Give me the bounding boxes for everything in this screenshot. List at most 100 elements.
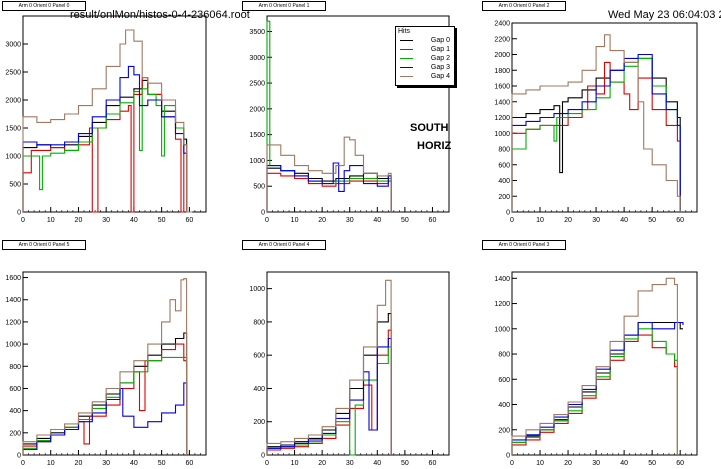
plot-frame — [22, 15, 207, 213]
series-line-gap-3 — [511, 53, 681, 212]
y-tick-label: 1200 — [494, 115, 510, 122]
series-line-gap-2 — [511, 57, 681, 212]
y-tick-label: 2200 — [494, 36, 510, 43]
y-tick-label: 0 — [261, 453, 265, 460]
x-tick-label: 10 — [536, 460, 544, 467]
plot-frame — [511, 271, 698, 456]
x-tick-label: 40 — [620, 217, 628, 224]
y-tick-label: 600 — [9, 386, 21, 393]
x-tick-label: 50 — [648, 217, 656, 224]
legend-swatch — [400, 76, 413, 77]
x-tick-label: 10 — [536, 217, 544, 224]
x-tick-label: 30 — [102, 460, 110, 467]
panel-title-5: Arm 0 Orient 0 Panel 3 — [482, 240, 566, 250]
legend-swatch — [400, 58, 413, 59]
y-tick-label: 400 — [253, 386, 265, 393]
y-tick-label: 400 — [9, 408, 21, 415]
y-tick-label: 800 — [9, 364, 21, 371]
y-tick-label: 800 — [253, 319, 265, 326]
legend-label: Gap 0 — [430, 37, 450, 44]
legend-item: Gap 3 — [400, 63, 452, 72]
y-tick-label: 1000 — [5, 342, 21, 349]
x-tick-label: 40 — [373, 460, 381, 467]
x-tick-label: 20 — [564, 217, 572, 224]
series-line-gap-0 — [266, 167, 392, 212]
y-tick-label: 3000 — [5, 42, 21, 49]
legend-label: Gap 3 — [430, 64, 450, 71]
x-tick-label: 30 — [592, 460, 600, 467]
y-tick-label: 800 — [498, 352, 510, 359]
legend: Hits Gap 0 Gap 1 Gap 2 Gap 3 Gap 4 — [395, 26, 455, 86]
x-tick-label: 30 — [346, 460, 354, 467]
y-tick-label: 200 — [9, 430, 21, 437]
y-tick-label: 1500 — [249, 132, 265, 139]
legend-swatch — [400, 67, 413, 68]
x-tick-label: 20 — [75, 217, 83, 224]
y-tick-label: 0 — [17, 210, 21, 217]
y-tick-label: 1000 — [494, 326, 510, 333]
y-tick-label: 1000 — [249, 286, 265, 293]
x-tick-label: 0 — [265, 217, 269, 224]
y-tick-label: 1800 — [494, 68, 510, 75]
y-tick-label: 0 — [506, 453, 510, 460]
y-tick-label: 500 — [9, 182, 21, 189]
series-line-gap-4 — [266, 136, 392, 212]
annotation-south: SOUTH — [410, 122, 449, 134]
legend-item: Gap 4 — [400, 72, 452, 81]
x-tick-label: 0 — [265, 460, 269, 467]
y-tick-label: 1400 — [5, 297, 21, 304]
y-tick-label: 400 — [498, 402, 510, 409]
y-tick-label: 1500 — [5, 126, 21, 133]
panel-title-3: Arm 0 Orient 0 Panel 5 — [2, 240, 86, 250]
x-tick-label: 60 — [185, 460, 193, 467]
legend-swatch — [400, 49, 413, 50]
y-tick-label: 2000 — [249, 106, 265, 113]
x-tick-label: 30 — [592, 217, 600, 224]
y-tick-label: 1000 — [249, 158, 265, 165]
y-tick-label: 500 — [253, 184, 265, 191]
panel-title-4: Arm 0 Orient 0 Panel 4 — [242, 240, 326, 250]
x-tick-label: 50 — [401, 460, 409, 467]
x-tick-label: 50 — [401, 217, 409, 224]
y-tick-label: 200 — [253, 419, 265, 426]
x-tick-label: 20 — [75, 460, 83, 467]
plot-frame — [22, 271, 207, 456]
annotation-horiz: HORIZ — [417, 140, 452, 152]
x-tick-label: 60 — [676, 217, 684, 224]
series-line-gap-3 — [22, 65, 193, 213]
series-line-gap-0 — [511, 57, 681, 212]
x-tick-label: 10 — [291, 217, 299, 224]
y-tick-label: 3500 — [249, 29, 265, 36]
y-tick-label: 0 — [17, 453, 21, 460]
series-line-gap-2 — [22, 88, 193, 213]
series-line-gap-2 — [22, 356, 188, 455]
x-tick-label: 60 — [429, 217, 437, 224]
series-line-gap-1 — [266, 172, 392, 212]
y-tick-label: 1200 — [494, 301, 510, 308]
legend-label: Gap 4 — [430, 73, 450, 80]
x-tick-label: 50 — [158, 217, 166, 224]
x-tick-label: 0 — [510, 217, 514, 224]
x-tick-label: 20 — [564, 460, 572, 467]
x-tick-label: 20 — [318, 460, 326, 467]
x-tick-label: 30 — [346, 217, 354, 224]
series-line-gap-4 — [511, 277, 678, 455]
x-tick-label: 0 — [21, 460, 25, 467]
panel-title-2: Arm 0 Orient 0 Panel 2 — [482, 1, 566, 11]
x-tick-label: 30 — [102, 217, 110, 224]
x-tick-label: 60 — [185, 217, 193, 224]
legend-label: Gap 1 — [430, 46, 450, 53]
y-tick-label: 2000 — [5, 98, 21, 105]
y-tick-label: 1400 — [494, 99, 510, 106]
x-tick-label: 0 — [21, 217, 25, 224]
y-tick-label: 1600 — [5, 275, 21, 282]
series-line-gap-4 — [511, 34, 681, 212]
legend-label: Gap 2 — [430, 55, 450, 62]
y-tick-label: 2000 — [494, 52, 510, 59]
x-tick-label: 40 — [373, 217, 381, 224]
x-tick-label: 40 — [130, 460, 138, 467]
series-line-gap-4 — [266, 279, 392, 455]
series-line-gap-4 — [22, 278, 188, 455]
series-line-gap-4 — [22, 29, 193, 213]
